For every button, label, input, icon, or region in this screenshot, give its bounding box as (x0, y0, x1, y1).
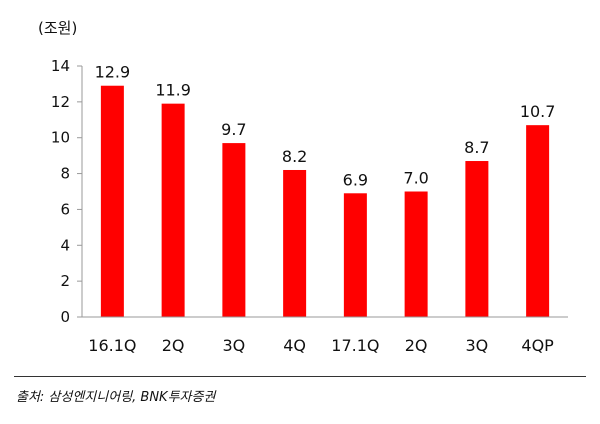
x-tick-label: 3Q (222, 336, 245, 355)
bar (222, 143, 246, 317)
y-tick-label: 12 (51, 93, 70, 111)
data-label: 10.7 (520, 102, 556, 121)
x-tick-label: 4Q (283, 336, 306, 355)
y-axis-ticks: 0 2 4 6 8 10 12 14 (51, 57, 82, 326)
data-label: 8.7 (464, 138, 489, 157)
x-axis-labels: 16.1Q 2Q 3Q 4Q 17.1Q 2Q 3Q 4QP (88, 336, 554, 355)
x-tick-label: 2Q (162, 336, 185, 355)
x-tick-label: 17.1Q (331, 336, 379, 355)
bar (404, 191, 428, 317)
bar (283, 169, 307, 317)
y-tick-label: 10 (51, 129, 70, 147)
data-label: 12.9 (95, 63, 131, 82)
x-tick-label: 4QP (521, 336, 554, 355)
source-note: 출처: 삼성엔지니어링, BNK투자증권 (16, 390, 216, 405)
data-label: 8.2 (282, 147, 307, 166)
data-label: 6.9 (343, 170, 368, 189)
data-label: 9.7 (221, 120, 246, 139)
x-tick-label: 3Q (465, 336, 488, 355)
y-axis-unit-label: (조원) (38, 19, 77, 37)
x-tick-label: 16.1Q (88, 336, 136, 355)
y-tick-label: 0 (60, 308, 70, 326)
data-label: 7.0 (403, 169, 428, 188)
y-tick-label: 2 (60, 272, 70, 290)
bar (100, 85, 124, 317)
bars (100, 85, 550, 318)
y-tick-label: 8 (60, 165, 70, 183)
bar (161, 103, 185, 318)
data-labels: 12.9 11.9 9.7 8.2 6.9 7.0 8.7 10.7 (95, 63, 556, 190)
bar (343, 193, 367, 317)
y-tick-label: 6 (60, 200, 70, 218)
bar-chart: (조원) 0 2 4 6 8 10 12 14 12.9 11.9 9.7 8.2 6.9 7.0 8.7… (38, 19, 568, 355)
bar (465, 161, 489, 317)
source-divider (14, 376, 586, 377)
y-tick-label: 4 (60, 236, 70, 254)
x-tick-label: 2Q (405, 336, 428, 355)
data-label: 11.9 (155, 81, 191, 100)
y-tick-label: 14 (51, 57, 70, 75)
bar (526, 125, 550, 318)
